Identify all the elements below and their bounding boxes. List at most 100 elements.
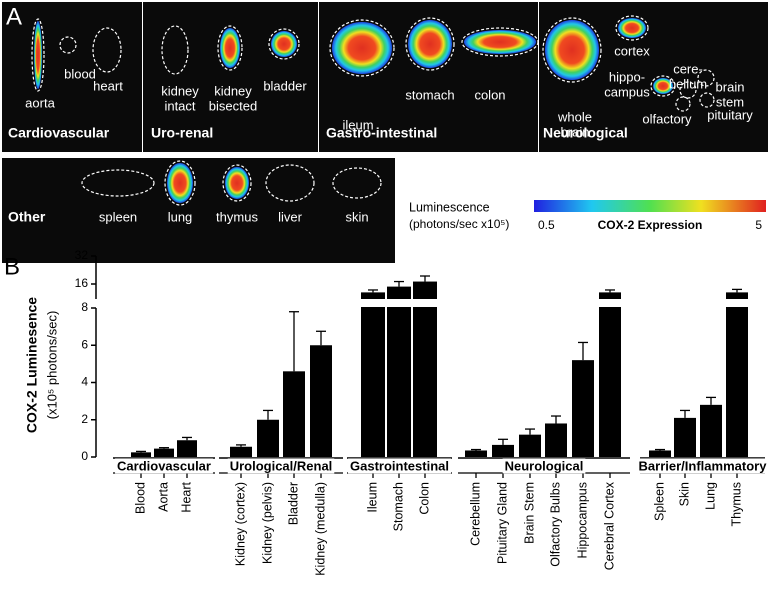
colorbar-label: COX-2 Expression	[598, 218, 703, 232]
tissue-label: ileum	[342, 117, 373, 132]
tissue-label: thymus	[216, 209, 258, 224]
tissue-outline	[265, 164, 315, 202]
x-tick-label: Colon	[417, 482, 431, 515]
tissue-label: cere-	[673, 61, 703, 76]
bar	[700, 404, 722, 457]
legend-units: (photons/sec x10⁵)	[409, 217, 509, 231]
x-tick-label: Cerebral Cortex	[602, 481, 616, 570]
axis-break	[90, 299, 765, 307]
tissue-label: skin	[345, 209, 368, 224]
bar	[465, 450, 487, 457]
bar	[154, 448, 174, 457]
tissue-outline	[217, 25, 243, 71]
group-label-bg	[115, 458, 213, 474]
tissue-outline	[699, 92, 715, 108]
x-tick-label: Kidney (pelvis)	[260, 482, 274, 564]
x-tick-label: Olfactory Bulbs	[548, 482, 562, 567]
luminescence-signal	[653, 78, 673, 94]
colorbar-max: 5	[755, 218, 762, 232]
tissue-label: kidney	[161, 83, 199, 98]
colorbar	[534, 200, 766, 212]
tissue-outline	[461, 27, 539, 57]
tissue-label: brain	[561, 124, 590, 139]
luminescence-signal	[464, 30, 536, 54]
group-label: Urological/Renal	[230, 458, 333, 473]
group-label-bg	[636, 458, 770, 474]
luminescence-signal	[271, 31, 297, 57]
x-tick-label: Thymus	[729, 482, 743, 526]
bar	[387, 286, 411, 457]
y-axis-label: COX-2 Luminesence	[24, 297, 40, 433]
tissue-outline	[615, 15, 649, 41]
tissue-outline	[332, 167, 382, 199]
x-tick-label: Stomach	[391, 482, 405, 531]
colorbar-min: 0.5	[538, 218, 555, 232]
bar	[413, 281, 437, 457]
tissue-label: hippo-	[609, 69, 645, 84]
bar	[726, 292, 748, 457]
luminescence-signal	[408, 20, 452, 68]
luminescence-signal	[545, 20, 599, 80]
x-tick-label: Ileum	[365, 482, 379, 513]
tissue-outline	[650, 75, 676, 97]
tissue-label: cortex	[614, 43, 650, 58]
bar	[545, 423, 567, 457]
luminescence-signal	[167, 163, 193, 203]
panel-label: B	[4, 253, 20, 280]
tissue-label: liver	[278, 209, 303, 224]
x-tick-label: Kidney (cortex)	[233, 482, 247, 566]
image-panel	[2, 2, 142, 152]
tissue-outline	[81, 169, 155, 197]
bar	[310, 345, 332, 457]
tissue-outline	[92, 27, 122, 73]
y-tick-label: 0	[81, 449, 88, 463]
tissue-label: stomach	[405, 87, 454, 102]
bar	[257, 419, 279, 457]
tissue-label: olfactory	[642, 111, 692, 126]
tissue-outline	[679, 81, 697, 99]
tissue-outline	[164, 160, 196, 206]
tissue-label: lung	[168, 209, 193, 224]
x-tick-label: Brain Stem	[522, 482, 536, 544]
group-label-bg	[348, 458, 451, 474]
tissue-label: brain	[716, 79, 745, 94]
tissue-label: campus	[604, 84, 650, 99]
y-tick-label: 16	[75, 276, 89, 290]
bar	[519, 434, 541, 457]
bar	[131, 452, 151, 457]
tissue-label: bladder	[263, 78, 307, 93]
luminescence-signal	[332, 22, 392, 74]
x-tick-label: Aorta	[156, 482, 170, 512]
x-tick-label: Lung	[703, 482, 717, 510]
tissue-outline	[161, 25, 189, 75]
bar	[177, 440, 197, 457]
x-tick-label: Blood	[133, 482, 147, 514]
bar	[361, 292, 385, 457]
tissue-label: aorta	[25, 95, 55, 110]
tissue-label: blood	[64, 66, 96, 81]
x-tick-label: Heart	[179, 481, 193, 512]
panel-title: Cardiovascular	[8, 125, 110, 141]
tissue-label: whole	[557, 109, 592, 124]
tissue-label: bisected	[209, 98, 257, 113]
x-tick-label: Bladder	[286, 482, 300, 525]
tissue-outline	[329, 19, 395, 77]
panel-title: Neurological	[543, 125, 628, 141]
y-tick-label: 4	[81, 375, 88, 389]
luminescence-signal	[34, 21, 42, 89]
tissue-label: bellum	[669, 76, 707, 91]
group-label: Gastrointestinal	[350, 458, 449, 473]
group-label-bg	[502, 458, 586, 474]
tissue-outline	[697, 69, 715, 87]
panel-title: Gastro-intestinal	[326, 125, 437, 141]
image-panel	[2, 158, 395, 263]
group-label: Cardiovascular	[117, 458, 211, 473]
bar	[283, 371, 305, 457]
x-tick-label: Skin	[677, 482, 691, 506]
tissue-label: kidney	[214, 83, 252, 98]
luminescence-signal	[618, 18, 646, 38]
x-tick-label: Pituitary Gland	[495, 482, 509, 564]
